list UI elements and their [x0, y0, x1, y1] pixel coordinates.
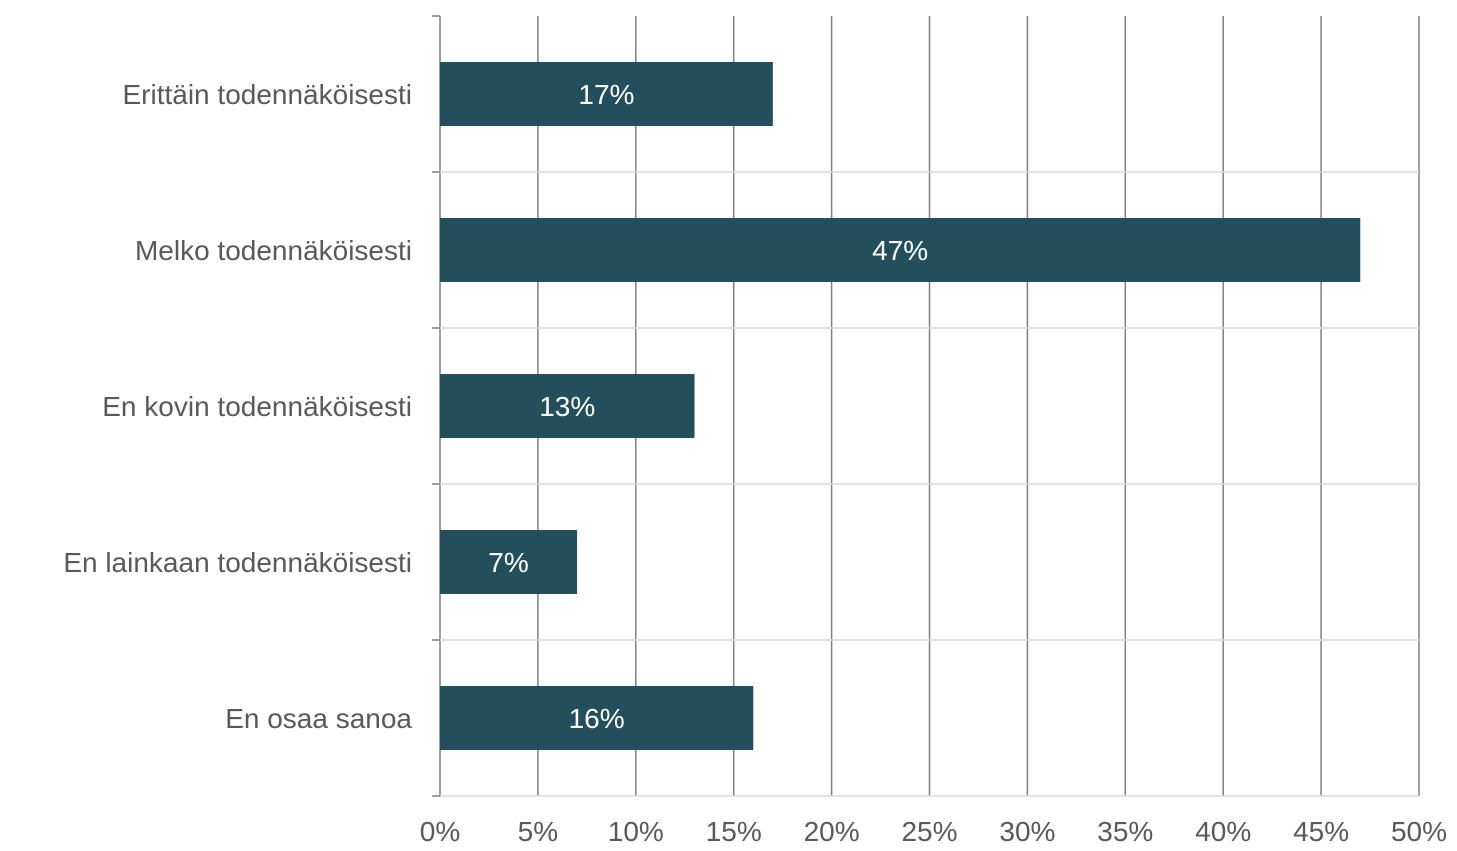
category-label: Melko todennäköisesti — [135, 235, 412, 266]
x-tick-label: 0% — [420, 816, 460, 847]
x-tick-label: 20% — [804, 816, 860, 847]
x-tick-label: 25% — [901, 816, 957, 847]
bar-value-label: 47% — [872, 235, 928, 266]
x-tick-label: 40% — [1195, 816, 1251, 847]
x-tick-label: 45% — [1293, 816, 1349, 847]
bar-value-label: 16% — [569, 703, 625, 734]
labels-layer: 0% 5% 10% 15% 20% 25% 30% 35% 40% 45% 50% 17% Erittä… — [63, 79, 1447, 847]
bar — [440, 218, 1361, 282]
grid-layer — [432, 15, 1420, 797]
category-label: En lainkaan todennäköisesti — [63, 547, 412, 578]
category-label: En kovin todennäköisesti — [102, 391, 412, 422]
x-tick-label: 30% — [999, 816, 1055, 847]
bars-layer — [440, 62, 1361, 750]
x-tick-label: 50% — [1391, 816, 1447, 847]
bar-value-label: 17% — [578, 79, 634, 110]
x-tick-label: 5% — [518, 816, 558, 847]
x-tick-label: 10% — [608, 816, 664, 847]
bar — [440, 530, 578, 594]
bar — [440, 62, 773, 126]
category-label: Erittäin todennäköisesti — [122, 79, 412, 110]
bar — [440, 686, 754, 750]
x-tick-label: 35% — [1097, 816, 1153, 847]
bar — [440, 374, 695, 438]
bar-value-label: 13% — [539, 391, 595, 422]
bar-value-label: 7% — [488, 547, 528, 578]
category-label: En osaa sanoa — [225, 703, 412, 734]
x-tick-label: 15% — [706, 816, 762, 847]
